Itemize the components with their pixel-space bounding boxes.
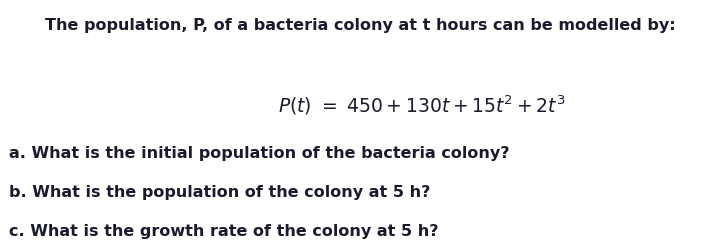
Text: b. What is the population of the colony at 5 h?: b. What is the population of the colony …	[9, 185, 430, 200]
Text: a. What is the initial population of the bacteria colony?: a. What is the initial population of the…	[9, 146, 509, 161]
Text: $\mathit{P}(\mathit{t})\ =\ 450 + 130\mathit{t} + 15\mathit{t}^2 + 2\mathit{t}^3: $\mathit{P}(\mathit{t})\ =\ 450 + 130\ma…	[278, 93, 566, 117]
Text: c. What is the growth rate of the colony at 5 h?: c. What is the growth rate of the colony…	[9, 224, 438, 239]
Text: The population, P, of a bacteria colony at t hours can be modelled by:: The population, P, of a bacteria colony …	[45, 18, 676, 33]
